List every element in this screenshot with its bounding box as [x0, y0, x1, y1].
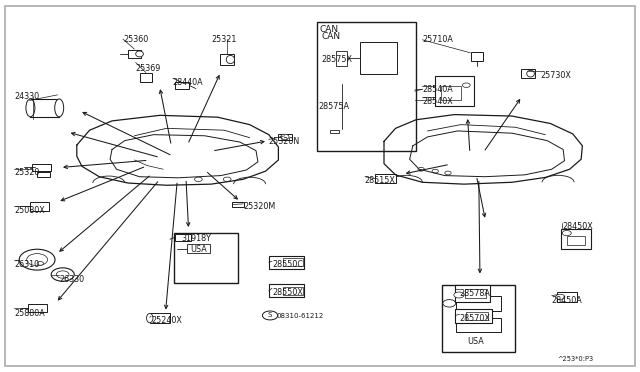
- Bar: [278, 134, 292, 140]
- Bar: [269, 284, 305, 298]
- Text: 25240X: 25240X: [151, 316, 182, 325]
- Text: 28540A: 28540A: [422, 85, 453, 94]
- Circle shape: [432, 169, 438, 173]
- Text: 25360: 25360: [123, 35, 148, 44]
- Circle shape: [195, 177, 202, 182]
- Text: 28550X: 28550X: [272, 288, 303, 296]
- Text: 28440A: 28440A: [173, 78, 204, 87]
- Bar: [456, 295, 500, 311]
- Ellipse shape: [280, 134, 289, 140]
- Bar: [471, 52, 483, 61]
- Circle shape: [51, 268, 74, 281]
- Bar: [435, 76, 474, 106]
- Circle shape: [27, 254, 47, 266]
- Text: 28578A: 28578A: [460, 289, 490, 298]
- Text: 25730X: 25730X: [541, 71, 572, 80]
- Text: 25710A: 25710A: [422, 35, 453, 44]
- Text: 25880A: 25880A: [14, 309, 45, 318]
- Bar: [557, 292, 577, 302]
- Circle shape: [56, 271, 69, 278]
- Bar: [232, 202, 244, 207]
- Circle shape: [445, 171, 451, 175]
- Bar: [175, 234, 191, 241]
- Circle shape: [463, 83, 470, 87]
- Circle shape: [19, 249, 55, 270]
- Bar: [220, 54, 234, 65]
- Text: CAN: CAN: [322, 32, 341, 41]
- Text: 25369: 25369: [136, 64, 161, 73]
- Text: 28570X: 28570X: [460, 314, 490, 323]
- Circle shape: [223, 177, 231, 182]
- Bar: [284, 287, 303, 295]
- Ellipse shape: [136, 51, 143, 57]
- Circle shape: [563, 231, 572, 236]
- Text: 28550C: 28550C: [272, 260, 303, 269]
- Bar: [455, 309, 492, 323]
- Ellipse shape: [227, 55, 234, 64]
- Bar: [188, 244, 210, 253]
- Text: 28575X: 28575X: [321, 55, 352, 64]
- Bar: [317, 22, 416, 151]
- Bar: [32, 164, 51, 170]
- Bar: [31, 99, 60, 117]
- Bar: [175, 82, 189, 89]
- Text: 24330: 24330: [14, 92, 39, 101]
- Text: 28575A: 28575A: [319, 102, 349, 110]
- Text: 28540X: 28540X: [422, 97, 453, 106]
- Text: S: S: [268, 312, 272, 318]
- Ellipse shape: [26, 99, 35, 117]
- Bar: [336, 51, 348, 66]
- Circle shape: [443, 299, 456, 307]
- Text: ^253*0:P3: ^253*0:P3: [557, 356, 593, 362]
- Circle shape: [37, 262, 44, 265]
- Bar: [284, 258, 303, 266]
- Circle shape: [454, 292, 464, 298]
- Text: 31918Y: 31918Y: [182, 234, 212, 243]
- Bar: [465, 289, 486, 298]
- Circle shape: [556, 294, 565, 299]
- Bar: [37, 172, 51, 177]
- Bar: [456, 318, 500, 332]
- Text: 25321: 25321: [211, 35, 237, 44]
- Bar: [455, 285, 490, 301]
- Text: 25320N: 25320N: [269, 137, 300, 146]
- Bar: [330, 129, 339, 133]
- Bar: [128, 50, 141, 58]
- Bar: [140, 73, 152, 82]
- Bar: [150, 313, 170, 323]
- Circle shape: [262, 311, 278, 320]
- Bar: [174, 232, 238, 283]
- Text: USA: USA: [191, 246, 207, 254]
- Bar: [30, 202, 49, 211]
- Bar: [442, 86, 461, 100]
- Ellipse shape: [55, 99, 64, 117]
- Bar: [269, 256, 305, 269]
- Bar: [360, 42, 397, 74]
- Text: 28450X: 28450X: [562, 222, 593, 231]
- Bar: [521, 69, 535, 78]
- Text: 28515X: 28515X: [365, 176, 396, 185]
- Bar: [466, 312, 488, 320]
- Text: 25320: 25320: [14, 169, 40, 177]
- Text: 08310-61212: 08310-61212: [276, 313, 324, 319]
- Bar: [442, 285, 515, 352]
- Text: CAN: CAN: [320, 25, 339, 34]
- Ellipse shape: [527, 70, 534, 77]
- Text: 26310: 26310: [14, 260, 39, 269]
- Text: 26330: 26330: [59, 275, 84, 284]
- Ellipse shape: [147, 313, 153, 323]
- Bar: [28, 304, 47, 312]
- Text: 25080X: 25080X: [14, 206, 45, 215]
- Text: 25320M: 25320M: [243, 202, 275, 211]
- Text: USA: USA: [467, 337, 484, 346]
- Bar: [561, 228, 591, 249]
- Text: 28450A: 28450A: [552, 296, 582, 305]
- Bar: [567, 236, 585, 245]
- Circle shape: [418, 167, 424, 171]
- Bar: [375, 174, 396, 183]
